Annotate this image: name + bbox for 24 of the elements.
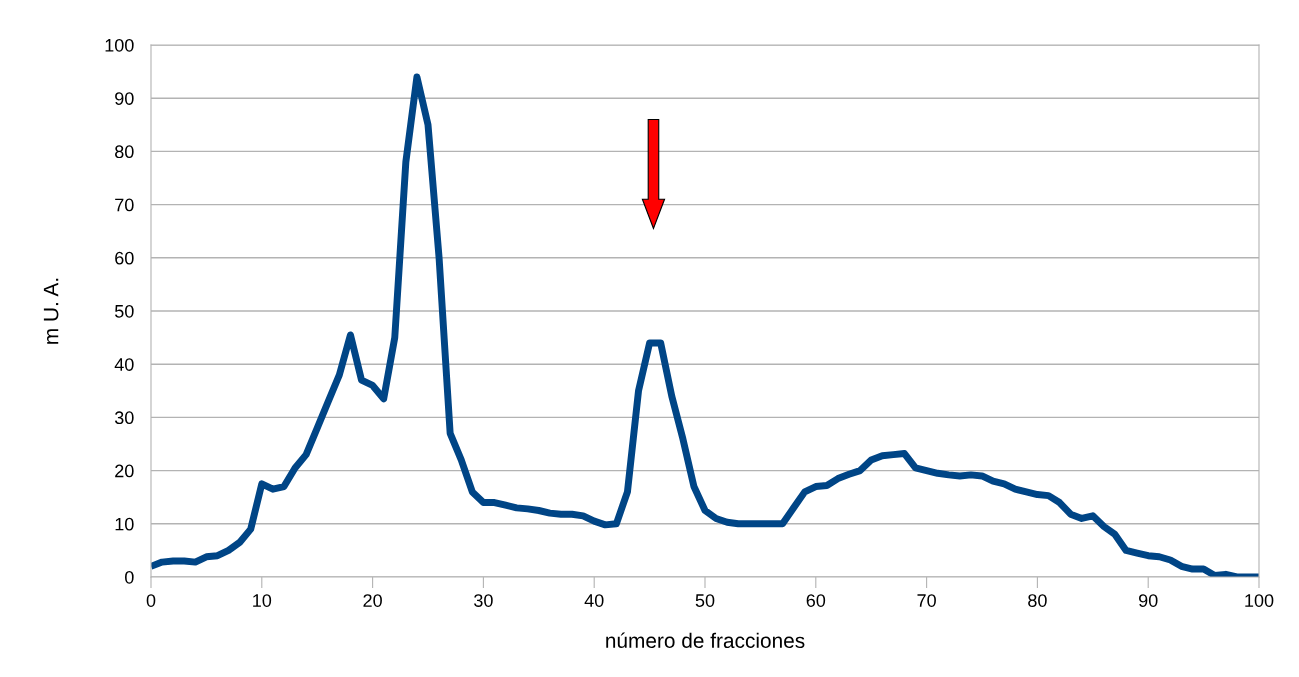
- y-tick-label: 50: [114, 304, 134, 318]
- y-tick-label: 30: [114, 411, 134, 425]
- x-tick-label: 70: [917, 594, 936, 607]
- y-tick-label: 100: [105, 38, 134, 52]
- x-tick-label: 100: [1245, 594, 1274, 607]
- y-axis-title: m U. A.: [43, 278, 59, 344]
- x-tick-label: 40: [584, 594, 604, 607]
- x-tick-label: 20: [363, 594, 382, 607]
- y-tick-label: 90: [115, 92, 134, 105]
- x-tick-label: 0: [146, 594, 156, 607]
- y-tick-label: 40: [114, 358, 134, 371]
- y-tick-label: 70: [115, 198, 134, 212]
- y-tick-label: 20: [115, 464, 134, 478]
- x-tick-label: 80: [1028, 594, 1047, 607]
- x-tick-label: 30: [474, 594, 493, 607]
- x-axis-title: número de fracciones: [606, 632, 805, 649]
- y-tick-label: 80: [115, 145, 134, 159]
- x-tick-label: 90: [1139, 594, 1158, 607]
- x-tick-label: 10: [253, 594, 272, 607]
- y-tick-label: 60: [115, 251, 134, 265]
- y-tick-label: 0: [125, 570, 134, 584]
- x-tick-label: 60: [806, 594, 826, 607]
- x-tick-label: 50: [695, 594, 715, 607]
- y-tick-label: 10: [115, 517, 134, 531]
